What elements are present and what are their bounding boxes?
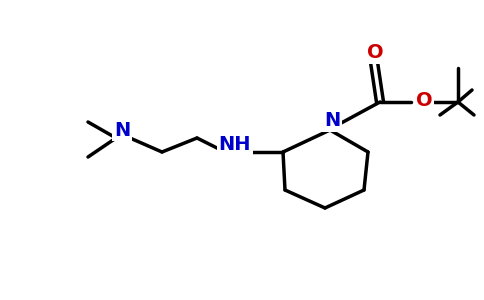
Text: O: O — [416, 92, 432, 110]
Text: NH: NH — [219, 134, 251, 154]
Text: N: N — [114, 121, 130, 140]
Text: N: N — [324, 112, 340, 130]
Text: O: O — [367, 44, 383, 62]
